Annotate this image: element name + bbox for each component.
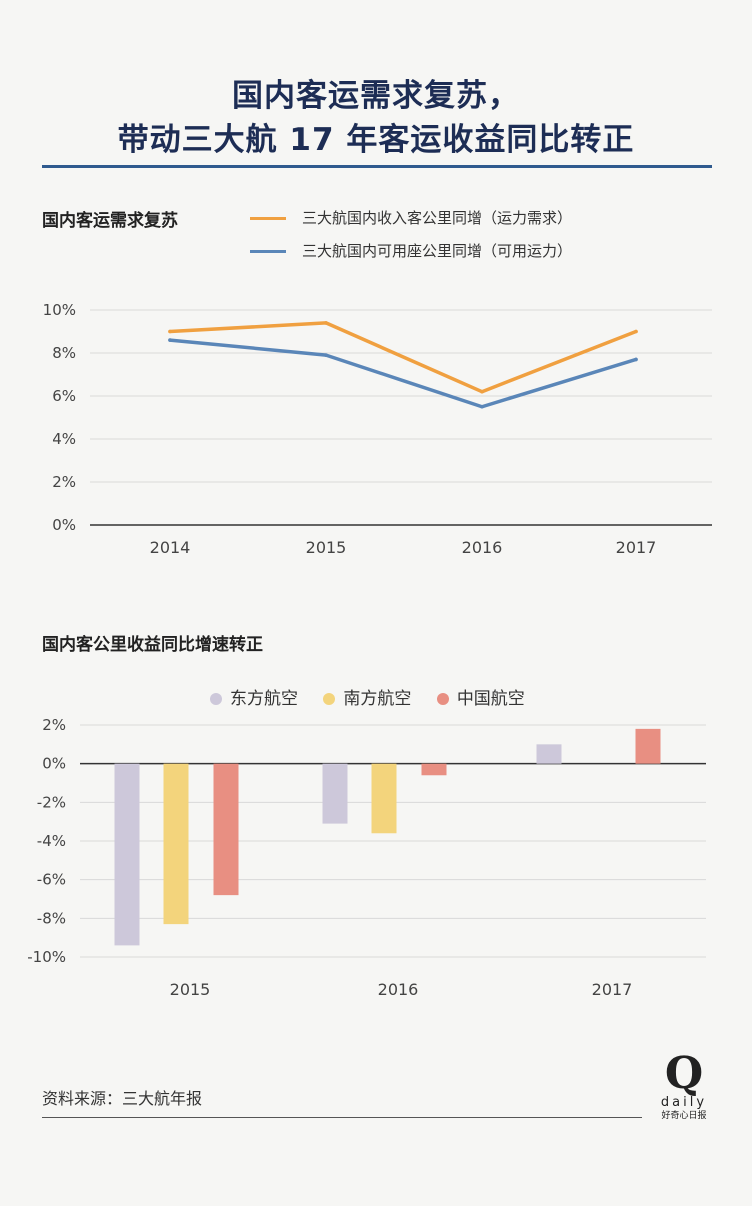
line-legend-item-capacity: 三大航国内可用座公里同增（可用运力） <box>250 240 572 261</box>
capacity-point <box>324 353 328 357</box>
bar-y-tick-label: -4% <box>37 832 66 850</box>
line-y-tick-label: 10% <box>43 301 76 319</box>
bar-y-tick-label: 0% <box>42 755 66 773</box>
demand-point <box>324 321 328 325</box>
line-y-tick-label: 0% <box>52 516 76 534</box>
orange-line-swatch <box>250 217 286 220</box>
source-note: 资料来源：三大航年报 <box>42 1089 203 1108</box>
logo-daily: daily <box>660 1095 708 1110</box>
capacity-point <box>634 357 638 362</box>
bar-eastern-2017 <box>536 744 562 764</box>
line-y-tick-label: 8% <box>52 344 76 362</box>
bar-chart: 2% 0% -2% -4% -6% -8% -10% 2015 2016 2017 <box>27 716 706 999</box>
bar-air-china-2016 <box>421 763 447 776</box>
title-divider <box>42 165 712 168</box>
page-title-line-2: 带动三大航 17 年客运收益同比转正 <box>117 122 635 158</box>
capacity-point <box>480 404 484 409</box>
bar-air-china-2017 <box>635 728 661 764</box>
bar-legend: 东方航空 南方航空 中国航空 <box>210 684 545 709</box>
legend-label-demand: 三大航国内收入客公里同增（运力需求） <box>302 209 573 227</box>
footer-divider <box>42 1117 642 1118</box>
air-china-dot-icon <box>436 693 449 705</box>
demand-point <box>168 329 172 334</box>
line-chart-title: 国内客运需求复苏 <box>42 211 178 231</box>
line-legend-item-demand: 三大航国内收入客公里同增（运力需求） <box>250 207 572 228</box>
bar-chart-title: 国内客公里收益同比增速转正 <box>42 635 263 655</box>
line-chart: 0% 2% 4% 6% 8% 10% 2014 2015 2016 2017 <box>43 301 712 557</box>
bar-air-china-2015 <box>213 763 239 896</box>
southern-dot-icon <box>323 693 336 705</box>
series-line-capacity <box>168 338 638 409</box>
legend-label-southern: 南方航空 <box>343 689 412 709</box>
qdaily-logo: Q daily 好奇心日报 <box>652 1052 716 1122</box>
logo-q: Q <box>664 1048 704 1099</box>
blue-line-swatch <box>250 250 286 253</box>
bar-y-tick-label: -6% <box>37 871 66 889</box>
bar-x-tick-label: 2017 <box>592 980 633 999</box>
bar-y-tick-label: 2% <box>42 716 66 734</box>
line-y-tick-label: 6% <box>52 387 76 405</box>
legend-label-eastern: 东方航空 <box>230 689 298 709</box>
bar-x-tick-label: 2016 <box>378 980 419 999</box>
line-y-tick-label: 4% <box>52 430 76 448</box>
bar-southern-2015 <box>163 763 189 925</box>
legend-item-air-china: 中国航空 <box>436 684 525 709</box>
line-x-tick-label: 2014 <box>150 538 191 557</box>
legend-item-eastern: 东方航空 <box>210 684 298 709</box>
capacity-point <box>168 338 172 342</box>
bar-eastern-2015 <box>114 763 140 946</box>
demand-point <box>634 329 638 334</box>
eastern-dot-icon <box>210 693 222 705</box>
line-x-tick-label: 2015 <box>306 538 347 557</box>
legend-item-southern: 南方航空 <box>323 684 411 709</box>
line-x-tick-label: 2016 <box>462 538 503 557</box>
bar-southern-2016 <box>371 763 397 834</box>
bar-y-tick-label: -8% <box>37 909 66 927</box>
bar-x-tick-label: 2015 <box>170 980 211 999</box>
page-title-line-1: 国内客运需求复苏， <box>232 78 520 114</box>
series-line-demand <box>168 321 638 394</box>
line-y-tick-label: 2% <box>52 473 76 491</box>
bar-eastern-2016 <box>322 763 348 824</box>
bar-y-tick-label: -2% <box>37 793 66 811</box>
legend-label-capacity: 三大航国内可用座公里同增（可用运力） <box>302 242 573 260</box>
legend-label-air-china: 中国航空 <box>456 689 525 709</box>
bar-y-tick-label: -10% <box>27 948 66 966</box>
demand-point <box>480 389 484 394</box>
logo-cn: 好奇心日报 <box>661 1111 707 1121</box>
line-x-tick-label: 2017 <box>616 538 657 557</box>
